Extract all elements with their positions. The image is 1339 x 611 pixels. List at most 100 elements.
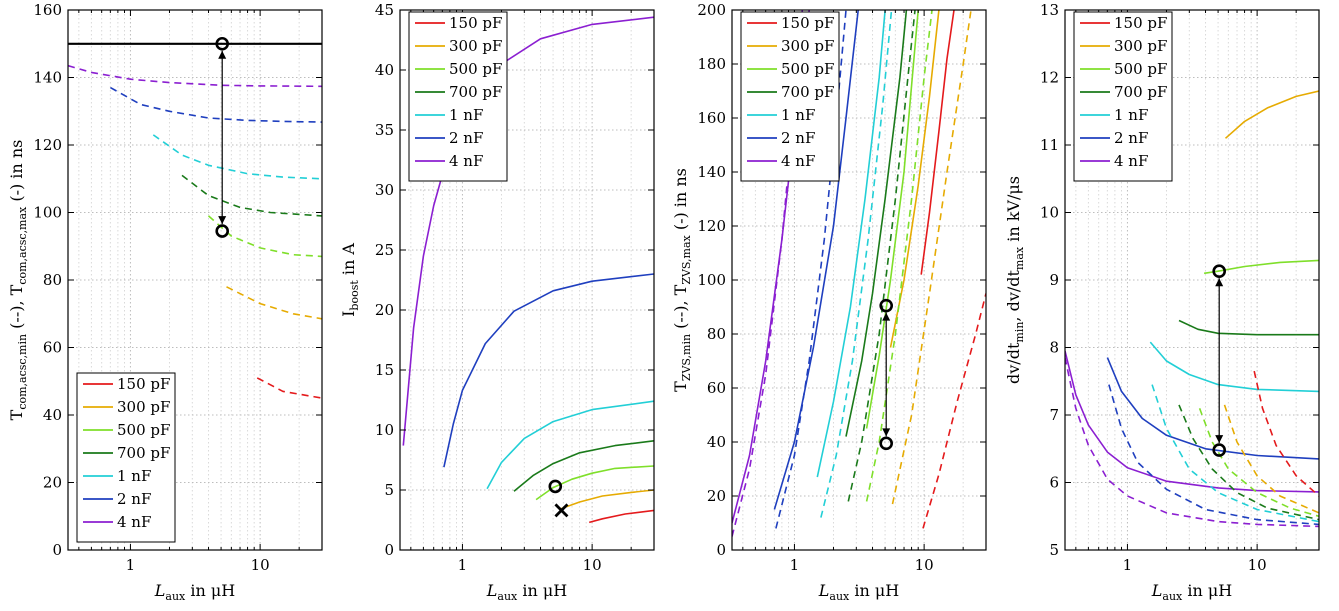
series-line-dashed-11 (1151, 384, 1319, 523)
series-line-500-pf (207, 215, 322, 258)
y-tick-label: 20 (707, 487, 726, 505)
legend-label-4-nf: 4 nF (781, 152, 815, 170)
x-tick-label: 1 (458, 556, 468, 574)
series-line-300-pf (559, 489, 654, 510)
y-tick-label: 120 (697, 217, 726, 235)
legend-label-150-pf: 150 pF (449, 14, 502, 32)
series-line-dashed-10 (1178, 404, 1319, 521)
y-axis-label: Tcom,acsc,min (--), Tcom,acsc,max (-) in… (7, 140, 29, 421)
legend-label-150-pf: 150 pF (117, 375, 170, 393)
series-line-500-pf (865, 10, 919, 429)
legend-label-300-pf: 300 pF (449, 37, 502, 55)
legend-label-150-pf: 150 pF (1114, 14, 1167, 32)
chart-iboost: 1 10 0 5 10 15 20 25 30 35 40 45 Laux in μH Iboost in… (339, 1, 655, 603)
x-tick-label: 10 (583, 556, 602, 574)
y-tick-label: 80 (43, 271, 62, 289)
y-tick-label: 12 (1040, 69, 1059, 87)
series-line-dashed-10 (847, 10, 916, 502)
series-group (1065, 90, 1319, 528)
y-tick-label: 60 (43, 339, 62, 357)
legend: 150 pF 300 pF 500 pF 700 pF 1 nF 2 nF 4 nF (408, 11, 508, 182)
arrow-head (218, 216, 227, 225)
y-tick-label: 60 (707, 379, 726, 397)
x-tick-label: 1 (126, 556, 136, 574)
series-line-150-pf (588, 509, 654, 524)
y-tick-label: 140 (697, 163, 726, 181)
series-line-2-nf (773, 10, 859, 510)
series-line-dashed-7 (922, 293, 986, 529)
axes-frame (399, 9, 655, 551)
y-tick-label: 40 (707, 433, 726, 451)
series-line-1-nf (152, 134, 322, 180)
legend-label-1-nf: 1 nF (449, 106, 483, 124)
cross-marker (554, 503, 569, 518)
x-axis-label: Laux in μH (154, 581, 235, 603)
legend: 150 pF 300 pF 500 pF 700 pF 1 nF 2 nF 4 nF (740, 11, 840, 182)
series-line-700-pf (181, 174, 322, 217)
series-group (68, 42, 322, 399)
legend-label-2-nf: 2 nF (449, 129, 483, 147)
y-axis-label: Iboost in A (339, 243, 361, 317)
y-tick-label: 200 (697, 1, 726, 19)
y-tick-label: 9 (1049, 271, 1059, 289)
y-tick-label: 10 (1040, 204, 1059, 222)
legend-label-4-nf: 4 nF (1114, 152, 1148, 170)
circle-marker (879, 298, 894, 313)
x-axis-label: Laux in μH (1151, 581, 1232, 603)
legend-box (408, 11, 508, 182)
chart-dvdt: 1 10 5 6 7 8 9 10 11 12 13 Laux in μH dv/dtmin, dv/d… (1004, 1, 1320, 603)
y-tick-label: 5 (384, 481, 394, 499)
series-line-dashed-13 (732, 10, 804, 537)
arrow-head (882, 428, 891, 437)
legend: 150 pF 300 pF 500 pF 700 pF 1 nF 2 nF 4 nF (1073, 11, 1173, 182)
y-tick-label: 100 (697, 271, 726, 289)
series-line-dashed-12 (1108, 384, 1319, 526)
series-line-4-nf (68, 64, 322, 88)
y-tick-label: 45 (375, 1, 394, 19)
circle-marker (1212, 264, 1227, 279)
y-tick-label: 6 (1049, 474, 1059, 492)
y-tick-label: 15 (375, 361, 394, 379)
series-line-dashed-7 (1253, 370, 1319, 497)
circle-marker (879, 436, 894, 451)
series-line-2-nf (110, 86, 322, 123)
series-line-150-pf (256, 377, 322, 399)
legend-label-300-pf: 300 pF (781, 37, 834, 55)
legend-box (76, 372, 176, 543)
y-tick-label: 30 (375, 181, 394, 199)
y-tick-label: 80 (707, 325, 726, 343)
legend-label-500-pf: 500 pF (1114, 60, 1167, 78)
series-line-dashed-8 (1223, 404, 1319, 514)
x-tick-label: 10 (915, 556, 934, 574)
y-tick-label: 5 (1049, 541, 1059, 559)
y-tick-label: 20 (375, 301, 394, 319)
legend-label-2-nf: 2 nF (117, 490, 151, 508)
legend-label-500-pf: 500 pF (449, 60, 502, 78)
legend-label-1-nf: 1 nF (781, 106, 815, 124)
series-line-1-nf (1149, 341, 1319, 393)
y-tick-label: 0 (716, 541, 726, 559)
circle-marker (215, 224, 230, 238)
legend-box (1073, 11, 1173, 182)
arrow-head (1215, 278, 1224, 287)
legend-label-2-nf: 2 nF (781, 129, 815, 147)
x-tick-label: 10 (1248, 556, 1267, 574)
circle-marker (548, 479, 563, 494)
x-tick-label: 1 (790, 556, 800, 574)
legend-box (740, 11, 840, 182)
series-line-300-pf (889, 10, 940, 348)
legend-label-700-pf: 700 pF (117, 444, 170, 462)
y-tick-label: 140 (33, 69, 62, 87)
y-tick-label: 120 (33, 136, 62, 154)
series-line-dashed-9 (1198, 408, 1319, 518)
y-tick-label: 0 (384, 541, 394, 559)
y-tick-label: 40 (375, 61, 394, 79)
circle-marker (1212, 443, 1227, 457)
series-line-1-nf (816, 10, 886, 478)
legend-label-700-pf: 700 pF (449, 83, 502, 101)
y-axis-label: TZVS,min (--), TZVS,max (-) in ns (671, 168, 693, 392)
y-tick-label: 35 (375, 121, 394, 139)
